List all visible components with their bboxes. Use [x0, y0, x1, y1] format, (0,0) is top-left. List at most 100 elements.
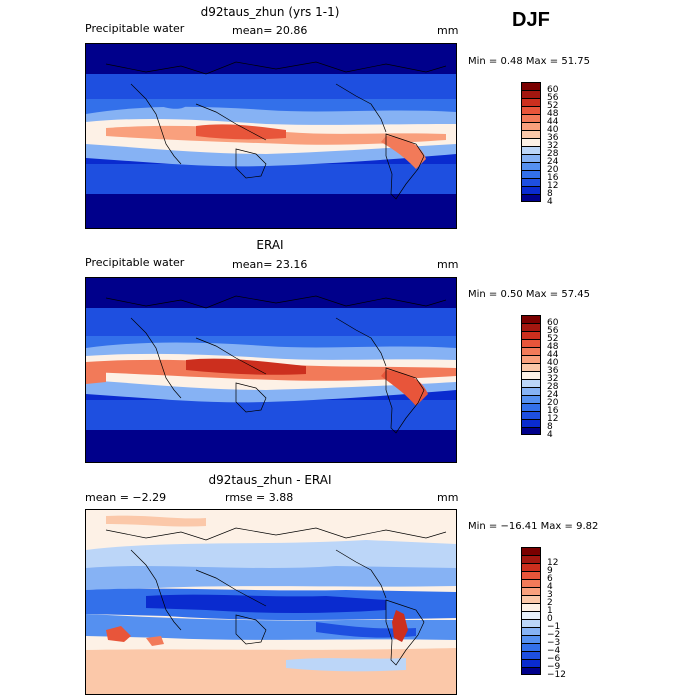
colorbar-swatch [521, 379, 541, 387]
panel-2-field-plot [86, 278, 456, 462]
colorbar-swatch [521, 387, 541, 395]
colorbar-tick-label: 20 [547, 398, 559, 408]
panel-2-variable-label: Precipitable water [85, 256, 185, 269]
colorbar-swatch [521, 130, 541, 138]
colorbar-swatch [521, 555, 541, 563]
colorbar-tick-label: 4 [547, 430, 553, 440]
panel-1-title: d92taus_zhun (yrs 1-1) [200, 5, 340, 19]
panel-2-colorbar-ticks: 4 8 12 16 20 24 28 32 36 40 44 48 52 56 60 [547, 315, 587, 455]
colorbar-tick-label: 44 [547, 117, 559, 127]
colorbar-tick-label: 4 [547, 582, 553, 592]
panel-3-field-plot [86, 510, 456, 694]
panel-1-variable-label: Precipitable water [85, 22, 185, 35]
colorbar-swatch [521, 162, 541, 170]
colorbar-tick-label: 1 [547, 606, 553, 616]
colorbar-tick-label: 36 [547, 133, 559, 143]
colorbar-swatch [521, 403, 541, 411]
colorbar-tick-label: −2 [547, 630, 561, 640]
colorbar-tick-label: 32 [547, 374, 559, 384]
colorbar-swatch [521, 122, 541, 130]
colorbar-swatch [521, 667, 541, 675]
panel-1-minmax: Min = 0.48 Max = 51.75 [468, 56, 590, 67]
colorbar-tick-label: 36 [547, 366, 559, 376]
panel-1-map [85, 43, 457, 229]
colorbar-swatch [521, 603, 541, 611]
colorbar-swatch [521, 627, 541, 635]
colorbar-tick-label: 28 [547, 382, 559, 392]
colorbar-tick-label: 32 [547, 141, 559, 151]
colorbar-swatch [521, 595, 541, 603]
panel-3-unit-label: mm [437, 491, 459, 504]
colorbar-swatch [521, 347, 541, 355]
panel-3-map [85, 509, 457, 695]
colorbar-tick-label: 8 [547, 189, 553, 199]
colorbar-tick-label: −1 [547, 622, 561, 632]
panel-1-mean-label: mean= 20.86 [232, 24, 308, 37]
colorbar-swatch [521, 635, 541, 643]
colorbar-swatch [521, 114, 541, 122]
colorbar-swatch [521, 98, 541, 106]
colorbar-tick-label: 20 [547, 165, 559, 175]
colorbar-swatch [521, 146, 541, 154]
colorbar-swatch [521, 579, 541, 587]
colorbar-swatch [521, 587, 541, 595]
panel-2-mean-label: mean= 23.16 [232, 258, 308, 271]
colorbar-swatch [521, 395, 541, 403]
colorbar-swatch [521, 355, 541, 363]
panel-1-colorbar [521, 82, 541, 202]
colorbar-tick-label: 56 [547, 326, 559, 336]
colorbar-swatch [521, 371, 541, 379]
colorbar-swatch [521, 186, 541, 194]
colorbar-swatch [521, 363, 541, 371]
colorbar-tick-label: 2 [547, 598, 553, 608]
colorbar-tick-label: 60 [547, 85, 559, 95]
panel-1-field-plot [86, 44, 456, 228]
colorbar-swatch [521, 411, 541, 419]
panel-3-colorbar-ticks: −12 −9 −6 −4 −3 −2 −1 0 1 2 3 4 6 9 12 [547, 547, 587, 697]
season-label: DJF [512, 9, 550, 31]
panel-3-rmse-label: rmse = 3.88 [225, 491, 294, 504]
colorbar-swatch [521, 651, 541, 659]
colorbar-tick-label: −4 [547, 646, 561, 656]
colorbar-tick-label: 28 [547, 149, 559, 159]
panel-2-minmax: Min = 0.50 Max = 57.45 [468, 289, 590, 300]
panel-3-minmax: Min = −16.41 Max = 9.82 [468, 521, 599, 532]
colorbar-swatch [521, 659, 541, 667]
colorbar-swatch [521, 154, 541, 162]
panel-2-map [85, 277, 457, 463]
panel-3-title: d92taus_zhun - ERAI [208, 473, 332, 487]
colorbar-tick-label: 44 [547, 350, 559, 360]
colorbar-swatch [521, 82, 541, 90]
colorbar-swatch [521, 619, 541, 627]
colorbar-tick-label: 48 [547, 342, 559, 352]
colorbar-swatch [521, 323, 541, 331]
colorbar-tick-label: 24 [547, 157, 559, 167]
colorbar-tick-label: 52 [547, 101, 559, 111]
colorbar-swatch [521, 571, 541, 579]
colorbar-swatch [521, 315, 541, 323]
colorbar-tick-label: 40 [547, 125, 559, 135]
colorbar-tick-label: 52 [547, 334, 559, 344]
colorbar-tick-label: 24 [547, 390, 559, 400]
colorbar-tick-label: 8 [547, 422, 553, 432]
colorbar-swatch [521, 563, 541, 571]
colorbar-swatch [521, 138, 541, 146]
colorbar-swatch [521, 170, 541, 178]
colorbar-tick-label: −6 [547, 654, 561, 664]
panel-2-title: ERAI [256, 238, 284, 252]
colorbar-swatch [521, 90, 541, 98]
panel-3-colorbar [521, 547, 541, 675]
panel-3-mean-label: mean = −2.29 [85, 491, 167, 504]
colorbar-swatch [521, 331, 541, 339]
colorbar-tick-label: 0 [547, 614, 553, 624]
colorbar-swatch [521, 547, 541, 555]
colorbar-tick-label: 60 [547, 318, 559, 328]
colorbar-swatch [521, 106, 541, 114]
colorbar-tick-label: 9 [547, 566, 553, 576]
colorbar-tick-label: 4 [547, 197, 553, 207]
panel-1-colorbar-ticks: 4 8 12 16 20 24 28 32 36 40 44 48 52 56 60 [547, 82, 587, 222]
colorbar-tick-label: −3 [547, 638, 561, 648]
colorbar-tick-label: −12 [547, 670, 566, 680]
colorbar-tick-label: 16 [547, 173, 559, 183]
colorbar-swatch [521, 427, 541, 435]
